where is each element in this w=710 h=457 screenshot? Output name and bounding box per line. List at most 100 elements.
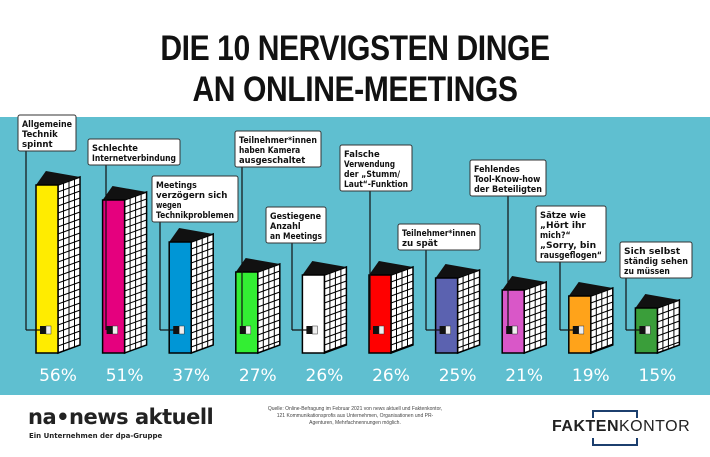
- grid-line: [124, 289, 147, 299]
- grid-line: [324, 315, 347, 325]
- plug-icon: [40, 326, 47, 334]
- socket-icon: [511, 325, 518, 335]
- grid-line: [57, 330, 81, 340]
- grid-line: [657, 320, 680, 330]
- grid-line: [257, 291, 280, 301]
- grid-line: [324, 336, 347, 346]
- callout-label: Technikproblemen: [156, 211, 234, 221]
- news-aktuell-logo: na•news aktuell: [28, 405, 214, 429]
- grid-line: [390, 308, 414, 318]
- value-label: 27%: [239, 366, 277, 386]
- callout-label: mich?“: [540, 231, 571, 241]
- bar-top: [302, 261, 347, 275]
- grid-line: [57, 225, 81, 235]
- grid-line: [390, 301, 414, 311]
- grid-line: [57, 218, 81, 228]
- callout-box: [397, 223, 481, 251]
- value-label: 37%: [172, 366, 210, 386]
- callout-label: der „Stumm/: [344, 170, 401, 180]
- callout-label: spinnt: [22, 140, 53, 150]
- grid-line: [57, 323, 81, 333]
- grid-line: [57, 316, 81, 326]
- value-label: 26%: [372, 366, 410, 386]
- callout-label: Teilnehmer*innen: [402, 229, 476, 239]
- callout-label: Schlechte: [92, 144, 138, 154]
- callout-label: zu spät: [402, 239, 438, 249]
- grid-line: [590, 301, 613, 311]
- grid-line: [324, 301, 347, 311]
- grid-line: [257, 340, 280, 350]
- grid-line: [657, 334, 680, 344]
- grid-line: [390, 273, 414, 283]
- grid-line: [390, 336, 414, 346]
- grid-line: [191, 317, 214, 327]
- grid-line: [191, 240, 214, 250]
- grid-line: [324, 280, 347, 290]
- bar-top: [502, 276, 547, 290]
- callout-box: [469, 159, 547, 197]
- socket-icon: [645, 325, 651, 335]
- grid-line: [590, 315, 613, 325]
- callout-label: zu müssen: [624, 267, 670, 277]
- socket-icon: [378, 325, 385, 335]
- grid-line: [124, 275, 147, 285]
- faktenkontor-logo: FAKTENKONTOR: [552, 418, 691, 435]
- page-title: DIE 10 NERVIGSTEN DINGE AN ONLINE-MEETING…: [160, 29, 550, 109]
- grid-line: [124, 331, 147, 341]
- callout-label: der Beteiligten: [474, 185, 542, 195]
- callout-label: Fehlendes: [474, 165, 520, 175]
- grid-line: [124, 247, 147, 257]
- bar-top: [568, 282, 613, 296]
- grid-line: [124, 324, 147, 334]
- grid-line: [590, 308, 613, 318]
- socket-icon: [445, 325, 451, 335]
- grid-line: [590, 294, 613, 304]
- grid-line: [124, 233, 147, 243]
- faktenkontor-bracket-top: [592, 410, 638, 418]
- grid-line: [124, 205, 147, 215]
- grid-line: [257, 305, 280, 315]
- value-label: 51%: [106, 366, 144, 386]
- callout-label: Tool-Know-how: [474, 175, 540, 185]
- grid-line: [324, 322, 347, 332]
- callout-label: Sätze wie: [540, 211, 586, 221]
- callout-label: Sich selbst: [624, 247, 680, 257]
- grid-line: [191, 303, 214, 313]
- grid-line: [590, 343, 613, 353]
- grid-line: [657, 327, 680, 337]
- value-label: 15%: [639, 366, 677, 386]
- value-label: 25%: [439, 366, 477, 386]
- grid-line: [257, 298, 280, 308]
- grid-line: [57, 190, 81, 200]
- grid-line: [191, 338, 214, 348]
- plug-icon: [306, 326, 314, 334]
- grid-line: [57, 239, 81, 249]
- grid-line: [57, 232, 81, 242]
- plug-icon: [439, 326, 447, 334]
- grid-line: [524, 302, 547, 312]
- grid-line: [390, 329, 414, 339]
- grid-line: [257, 284, 280, 294]
- grid-line: [457, 304, 480, 314]
- grid-line: [57, 253, 81, 263]
- grid-line: [57, 337, 81, 347]
- callout-label: Technik: [22, 130, 58, 140]
- source-note: Quelle: Online-Befragung im Februar 2021…: [267, 406, 443, 426]
- grid-line: [457, 290, 480, 300]
- plug-icon: [106, 326, 114, 334]
- plug-icon: [639, 326, 647, 334]
- bar-top: [369, 261, 413, 275]
- grid-line: [191, 254, 214, 264]
- plug-icon: [572, 326, 580, 334]
- grid-line: [324, 294, 347, 304]
- bar: [434, 277, 459, 354]
- grid-line: [124, 261, 147, 271]
- grid-line: [390, 287, 414, 297]
- grid-line: [590, 322, 613, 332]
- bar-top: [169, 228, 214, 242]
- grid-line: [57, 295, 81, 305]
- callout-label: Meetings: [156, 181, 197, 191]
